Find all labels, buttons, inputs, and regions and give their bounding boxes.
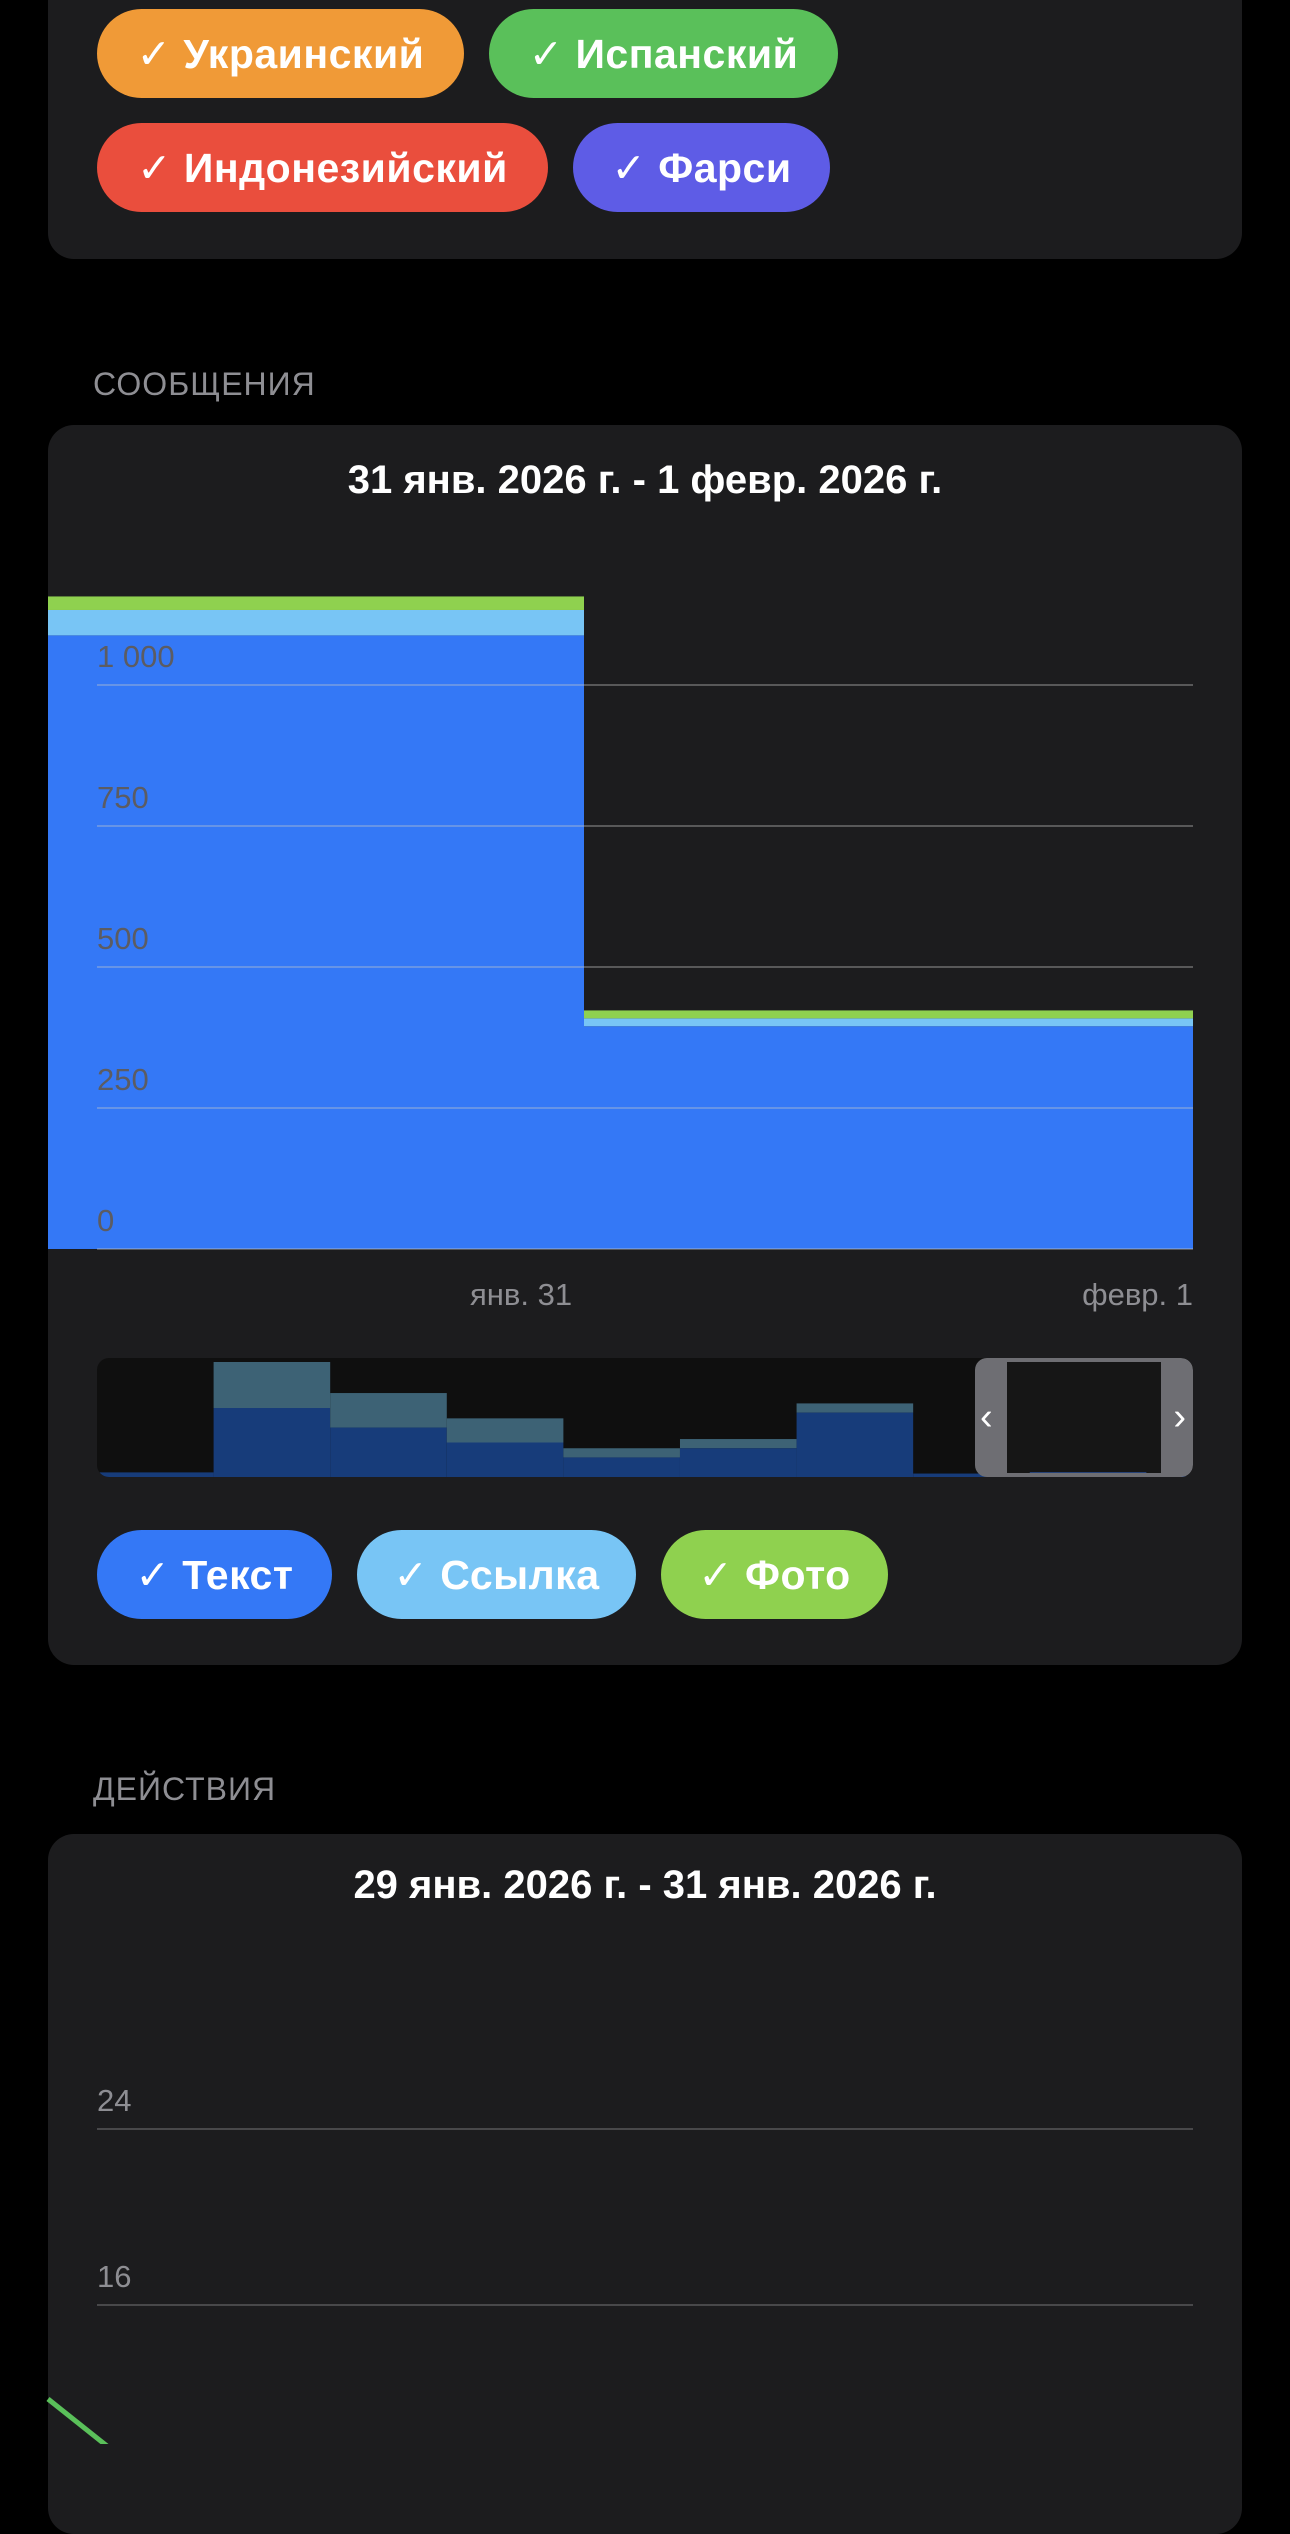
actions-title: 29 янв. 2026 г. - 31 янв. 2026 г. — [353, 1863, 937, 1907]
gridline — [97, 1107, 1193, 1109]
gridline-24 — [97, 2128, 1193, 2130]
messages-section-label: СООБЩЕНИЯ — [93, 366, 316, 402]
chip-ukrainian[interactable]: ✓ Украинский — [97, 9, 464, 98]
nav-text-bar — [446, 1442, 564, 1477]
chevron-right-icon[interactable]: › — [1173, 1396, 1186, 1438]
nav-link-bar — [563, 1448, 680, 1458]
nav-link-bar — [679, 1439, 797, 1449]
chart-navigator[interactable]: ‹ › — [97, 1358, 1193, 1477]
y-tick: 500 — [97, 921, 149, 956]
nav-link-bar — [796, 1403, 914, 1413]
navigator-preview — [97, 1362, 1193, 1477]
x-label-feb1: февр. 1 — [1082, 1277, 1193, 1312]
gridline — [97, 825, 1193, 827]
y-tick: 750 — [97, 780, 149, 815]
actions-card — [48, 1834, 1242, 2534]
bar-Текст-1 — [584, 1026, 1193, 1249]
nav-text-bar — [330, 1427, 447, 1477]
legend-link-toggle[interactable]: ✓ Ссылка — [357, 1530, 636, 1619]
bar-Ссылка-1 — [584, 1018, 1193, 1027]
nav-text-bar — [796, 1412, 914, 1477]
bar-Ссылка-0 — [48, 609, 584, 636]
messages-title: 31 янв. 2026 г. - 1 февр. 2026 г. — [347, 458, 943, 502]
messages-chart — [48, 596, 1193, 1250]
chevron-left-icon[interactable]: ‹ — [980, 1396, 993, 1438]
x-label-jan31: янв. 31 — [470, 1277, 573, 1312]
bar-Текст-0 — [48, 635, 584, 1249]
nav-text-bar — [913, 1473, 1030, 1477]
chip-spanish[interactable]: ✓ Испанский — [489, 9, 838, 98]
chip-farsi[interactable]: ✓ Фарси — [573, 123, 830, 212]
nav-text-bar — [563, 1457, 680, 1477]
gridline-16 — [97, 2304, 1193, 2306]
chip-indonesian[interactable]: ✓ Индонезийский — [97, 123, 548, 212]
nav-text-bar — [679, 1448, 797, 1477]
legend-photo-toggle[interactable]: ✓ Фото — [661, 1530, 888, 1619]
gridline — [97, 684, 1193, 686]
y-tick: 0 — [97, 1203, 115, 1238]
nav-text-bar — [213, 1408, 331, 1477]
nav-link-bar — [446, 1418, 564, 1443]
nav-text-bar — [97, 1472, 214, 1477]
y-tick-24: 24 — [97, 2083, 132, 2118]
gridline — [97, 966, 1193, 968]
nav-link-bar — [330, 1393, 447, 1428]
y-tick: 250 — [97, 1062, 149, 1097]
y-tick: 1 000 — [97, 639, 175, 674]
nav-link-bar — [213, 1362, 331, 1408]
bar-Фото-1 — [584, 1010, 1193, 1019]
gridline — [97, 1248, 1193, 1250]
actions-section-label: ДЕЙСТВИЯ — [93, 1771, 277, 1807]
navigator-handle[interactable]: ‹ › — [975, 1358, 1193, 1477]
legend-text-toggle[interactable]: ✓ Текст — [97, 1530, 332, 1619]
bar-Фото-0 — [48, 596, 584, 610]
y-tick-16: 16 — [97, 2259, 132, 2294]
